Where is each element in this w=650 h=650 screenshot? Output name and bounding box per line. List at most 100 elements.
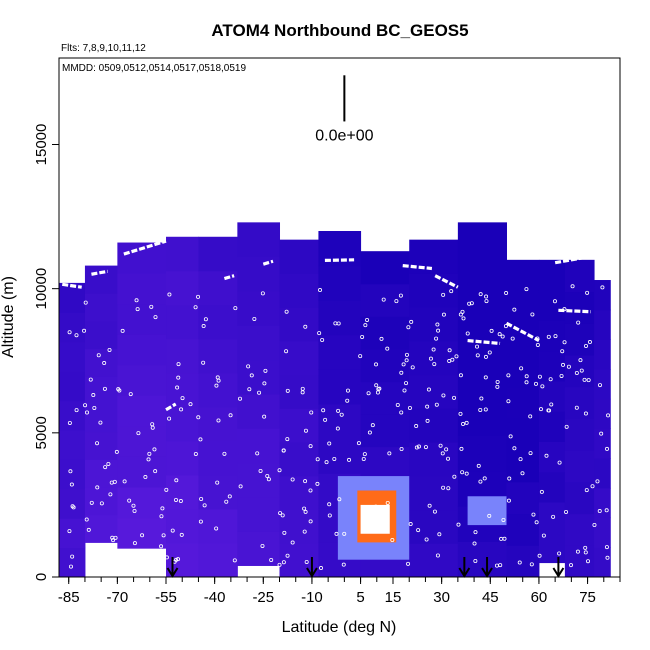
curtain-cell	[360, 348, 410, 383]
curtain-cell	[166, 372, 199, 408]
curtain-cell	[198, 440, 238, 476]
sample-point	[414, 445, 419, 450]
sample-point	[379, 336, 384, 341]
sample-point	[128, 392, 133, 397]
flight-track	[324, 258, 355, 263]
flight-track	[554, 255, 588, 265]
sample-point	[435, 322, 440, 327]
sample-point	[406, 325, 411, 330]
curtain-cell	[198, 474, 238, 510]
sample-point	[454, 354, 459, 359]
sample-points-layer	[67, 284, 611, 571]
sample-point	[475, 353, 480, 358]
sample-point	[135, 307, 140, 312]
sample-point	[404, 358, 409, 363]
sample-point	[153, 315, 158, 320]
sample-point	[408, 522, 413, 527]
sample-point	[136, 431, 141, 436]
curtain-cell	[117, 425, 167, 457]
flight-track	[434, 274, 459, 289]
sample-point	[127, 498, 132, 503]
sample-point	[285, 437, 290, 442]
sample-point	[500, 334, 505, 339]
sample-point	[478, 292, 483, 297]
sample-point	[347, 457, 352, 462]
sample-point	[232, 558, 237, 563]
curtain-cell	[117, 273, 167, 305]
sample-point	[332, 456, 337, 461]
sample-point	[150, 425, 155, 430]
sample-point	[517, 560, 522, 565]
sample-point	[475, 344, 480, 349]
sample-point	[438, 443, 443, 448]
arrow-head	[306, 567, 318, 578]
sample-point	[362, 452, 367, 457]
sample-point	[410, 365, 415, 370]
sample-point	[428, 356, 433, 361]
sample-point	[345, 398, 350, 403]
sample-point	[549, 402, 554, 407]
sample-point	[106, 461, 111, 466]
sample-point	[458, 312, 463, 317]
sample-point	[584, 343, 589, 348]
sample-point	[114, 449, 119, 454]
sample-point	[323, 417, 328, 422]
sample-point	[530, 312, 535, 317]
sample-point	[546, 334, 551, 339]
hotspot-cell	[467, 496, 507, 526]
curtain-cell	[409, 239, 459, 274]
sample-point	[535, 336, 540, 341]
curtain-cell	[409, 543, 459, 578]
sample-point	[504, 291, 509, 296]
sample-point	[599, 431, 604, 436]
sample-point	[164, 555, 169, 560]
curtain-cell	[166, 236, 199, 272]
sample-point	[452, 395, 457, 400]
sample-point	[407, 406, 412, 411]
sample-point	[441, 292, 446, 297]
sample-point	[431, 347, 436, 352]
curtain-cell	[59, 547, 86, 578]
sample-point	[395, 403, 400, 408]
sample-point	[464, 471, 469, 476]
sample-point	[89, 500, 94, 505]
curtain-cell	[506, 323, 540, 356]
sample-point	[427, 503, 432, 508]
sample-point	[587, 340, 592, 345]
curtain-cell	[237, 462, 281, 498]
sample-point	[92, 405, 97, 410]
sample-point	[459, 446, 464, 451]
sample-point	[568, 563, 573, 568]
sample-point	[140, 533, 145, 538]
sample-point	[370, 423, 375, 428]
sample-point	[469, 301, 474, 306]
curtain-cell	[318, 265, 362, 301]
flight-track	[165, 402, 177, 412]
sample-point	[302, 506, 307, 511]
curtain-cell	[594, 369, 611, 400]
arrow-head	[458, 567, 471, 578]
curtain-cell	[409, 307, 459, 342]
sample-point	[551, 514, 556, 519]
sample-point	[201, 360, 206, 365]
scale-label: 0.0e+00	[315, 127, 373, 144]
curtain-cell	[318, 300, 362, 336]
sample-point	[131, 503, 136, 508]
sample-point	[557, 460, 562, 465]
curtain-cell	[538, 502, 566, 533]
sample-point	[71, 505, 76, 510]
curtain-cell	[166, 440, 199, 476]
sample-point	[478, 479, 483, 484]
x-tick-label: 75	[579, 589, 596, 606]
curtain-cell	[506, 291, 540, 324]
sample-point	[134, 298, 139, 303]
sample-point	[315, 481, 320, 486]
curtain-cell	[506, 481, 540, 515]
curtain-cell	[84, 431, 118, 460]
sample-point	[467, 301, 472, 306]
sample-point	[447, 359, 452, 364]
curtain-cell	[318, 334, 362, 370]
sample-point	[450, 357, 455, 362]
curtain-cell	[117, 487, 167, 519]
curtain-cell	[564, 418, 595, 451]
